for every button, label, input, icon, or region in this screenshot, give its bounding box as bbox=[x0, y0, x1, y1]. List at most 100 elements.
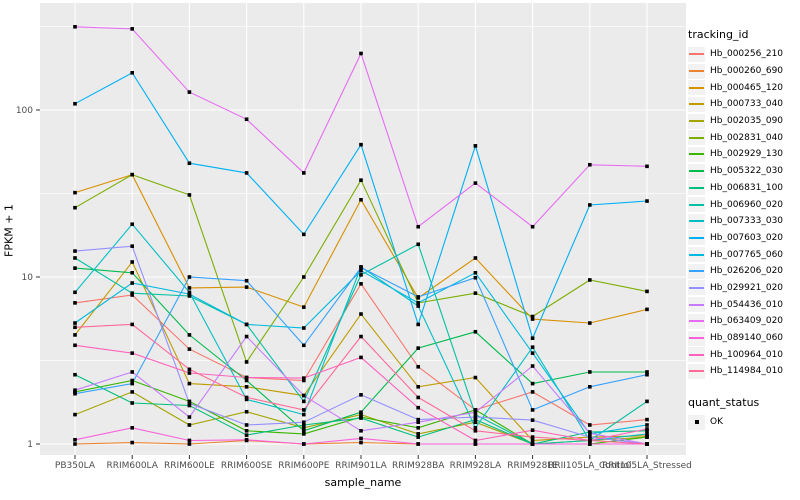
data-point bbox=[244, 409, 249, 414]
data-point bbox=[187, 294, 192, 298]
data-point bbox=[416, 301, 420, 305]
legend-key-swatch bbox=[688, 113, 705, 129]
data-point bbox=[530, 314, 535, 319]
data-point bbox=[187, 403, 192, 408]
data-point bbox=[73, 333, 77, 337]
data-point bbox=[416, 426, 420, 430]
data-point bbox=[416, 385, 420, 389]
legend-line-icon bbox=[689, 203, 704, 206]
legend-line-icon bbox=[689, 236, 704, 239]
data-point bbox=[645, 289, 649, 294]
data-point bbox=[302, 420, 306, 425]
data-point bbox=[302, 412, 306, 417]
legend-line-icon bbox=[689, 86, 704, 89]
data-point bbox=[473, 375, 478, 380]
data-point bbox=[244, 322, 249, 327]
x-tick-label: RRIM901LA bbox=[335, 461, 387, 471]
legend-item-Hb_005322_030: Hb_005322_030 bbox=[688, 163, 800, 180]
data-point bbox=[473, 415, 478, 419]
legend-item-Hb_000256_210: Hb_000256_210 bbox=[688, 46, 800, 63]
legend-key-swatch bbox=[688, 197, 705, 213]
data-point bbox=[130, 351, 134, 355]
data-point bbox=[473, 428, 478, 433]
legend-item-label: Hb_000256_210 bbox=[710, 49, 784, 60]
data-point bbox=[187, 275, 192, 279]
legend-line-icon bbox=[689, 320, 704, 323]
data-point bbox=[302, 428, 306, 433]
data-point bbox=[473, 270, 478, 275]
data-point bbox=[187, 371, 192, 375]
tracking-id-legend-title: tracking_id bbox=[688, 28, 749, 41]
data-point bbox=[359, 197, 363, 202]
data-point bbox=[302, 232, 306, 237]
x-tick-label: RRII105LA_Control bbox=[548, 461, 631, 471]
data-point bbox=[130, 260, 134, 264]
data-point bbox=[645, 164, 649, 169]
quant-status-key bbox=[688, 414, 705, 430]
legend-line-icon bbox=[689, 370, 704, 373]
ok-point-icon bbox=[694, 420, 699, 425]
data-point bbox=[302, 399, 306, 404]
data-point bbox=[130, 293, 134, 297]
data-point bbox=[359, 312, 363, 316]
data-point bbox=[416, 442, 420, 446]
data-point bbox=[359, 178, 363, 182]
x-tick-label: RRIM600PE bbox=[278, 461, 330, 471]
data-point bbox=[359, 51, 363, 56]
data-point bbox=[187, 381, 192, 386]
data-point bbox=[645, 199, 649, 203]
data-point bbox=[302, 343, 306, 348]
data-point bbox=[187, 401, 192, 406]
data-point bbox=[416, 395, 420, 400]
data-point bbox=[130, 71, 134, 75]
data-point bbox=[473, 144, 478, 148]
data-point bbox=[359, 436, 363, 441]
data-point bbox=[416, 346, 420, 350]
data-point bbox=[130, 291, 134, 295]
data-point bbox=[187, 286, 192, 290]
legend-key-swatch bbox=[688, 247, 705, 263]
legend-item-label: Hb_089140_060 bbox=[710, 333, 784, 344]
x-tick-label: RRIM928LA bbox=[450, 461, 502, 471]
legend-key-swatch bbox=[688, 347, 705, 363]
data-point bbox=[416, 242, 420, 247]
data-point bbox=[359, 428, 363, 433]
data-point bbox=[302, 426, 306, 430]
data-point bbox=[130, 381, 134, 386]
legend-item-Hb_006831_100: Hb_006831_100 bbox=[688, 180, 800, 197]
data-point bbox=[73, 205, 77, 210]
data-point bbox=[187, 367, 192, 372]
legend-item-label: Hb_002831_040 bbox=[710, 132, 784, 143]
data-point bbox=[187, 438, 192, 443]
quant-status-legend-item: OK bbox=[688, 414, 800, 431]
quant-status-label: OK bbox=[710, 417, 723, 428]
data-point bbox=[130, 270, 134, 275]
data-point bbox=[416, 364, 420, 369]
data-point bbox=[645, 372, 649, 377]
data-point bbox=[130, 440, 134, 445]
legend-item-Hb_002831_040: Hb_002831_040 bbox=[688, 129, 800, 146]
legend-item-Hb_089140_060: Hb_089140_060 bbox=[688, 330, 800, 347]
data-point bbox=[73, 391, 77, 396]
x-tick-label: RRIM928BA bbox=[392, 461, 445, 471]
data-point bbox=[645, 432, 649, 436]
data-point bbox=[244, 360, 249, 364]
data-point bbox=[416, 405, 420, 410]
data-point bbox=[130, 222, 134, 227]
data-point bbox=[416, 435, 420, 439]
data-point bbox=[73, 249, 77, 253]
x-tick-label: RRIM600LA bbox=[106, 461, 158, 471]
legend-key-swatch bbox=[688, 63, 705, 79]
data-point bbox=[645, 370, 649, 374]
legend-line-icon bbox=[689, 103, 704, 106]
x-axis-title: sample_name bbox=[324, 476, 402, 489]
data-point bbox=[473, 412, 478, 417]
data-point bbox=[130, 426, 134, 430]
data-point bbox=[588, 431, 592, 436]
legend-line-icon bbox=[689, 153, 704, 156]
data-point bbox=[302, 408, 306, 412]
data-point bbox=[530, 381, 535, 386]
data-point bbox=[244, 378, 249, 383]
data-point bbox=[359, 334, 363, 339]
legend-key-swatch bbox=[688, 80, 705, 96]
